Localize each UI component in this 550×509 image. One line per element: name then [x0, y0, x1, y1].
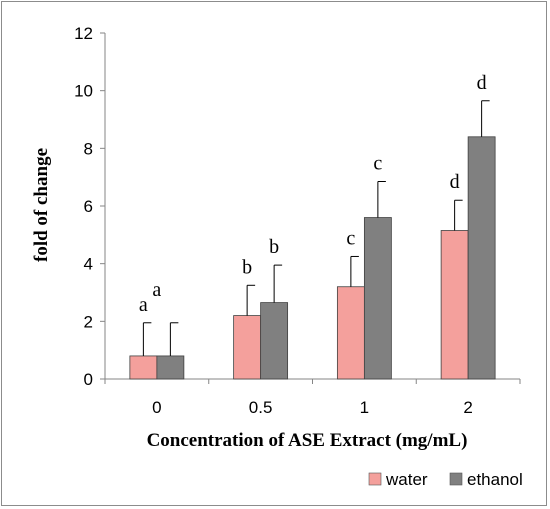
significance-label-ethanol: d	[477, 72, 487, 94]
y-tick-label: 10	[74, 82, 93, 101]
y-tick-label: 2	[84, 312, 93, 331]
error-bars	[142, 100, 490, 356]
y-tick-label: 0	[84, 370, 93, 389]
x-tick-label: 0	[152, 398, 161, 417]
bar-ethanol	[156, 355, 185, 380]
significance-label-water: d	[450, 171, 460, 193]
significance-label-water: b	[242, 256, 252, 278]
bar-ethanol	[363, 217, 392, 380]
significance-label-ethanol: c	[373, 152, 382, 174]
bar-ethanol	[260, 302, 289, 380]
significance-label-group: a	[152, 279, 161, 301]
significance-label-ethanol: b	[269, 236, 279, 258]
legend-swatch-water	[368, 472, 382, 486]
y-axis-title: fold of change	[31, 148, 52, 262]
x-axis: 0 0.5 1 2	[104, 378, 521, 417]
bar-water	[129, 355, 158, 380]
y-tick-label: 12	[74, 24, 93, 43]
bar-water	[233, 315, 262, 380]
significance-label-water: a	[139, 294, 148, 316]
x-axis-title: Concentration of ASE Extract (mg/mL)	[147, 430, 468, 451]
y-tick-label: 6	[84, 197, 93, 216]
bars	[129, 136, 496, 380]
bar-water	[336, 286, 365, 380]
x-tick-label: 0.5	[249, 398, 273, 417]
y-tick-label: 8	[84, 139, 93, 158]
y-axis: 0 2 4 6 8 10 12	[74, 24, 106, 389]
legend-label-ethanol: ethanol	[467, 470, 523, 489]
bar-water	[440, 230, 469, 380]
y-tick-label: 4	[84, 255, 93, 274]
legend: water ethanol	[368, 470, 523, 489]
x-tick-label: 1	[360, 398, 369, 417]
significance-labels: aa bb c c d d	[139, 72, 487, 316]
legend-label-water: water	[385, 470, 428, 489]
x-tick-label: 2	[463, 398, 472, 417]
significance-label-water: c	[346, 227, 355, 249]
bar-ethanol	[467, 136, 496, 380]
legend-swatch-ethanol	[449, 472, 463, 486]
